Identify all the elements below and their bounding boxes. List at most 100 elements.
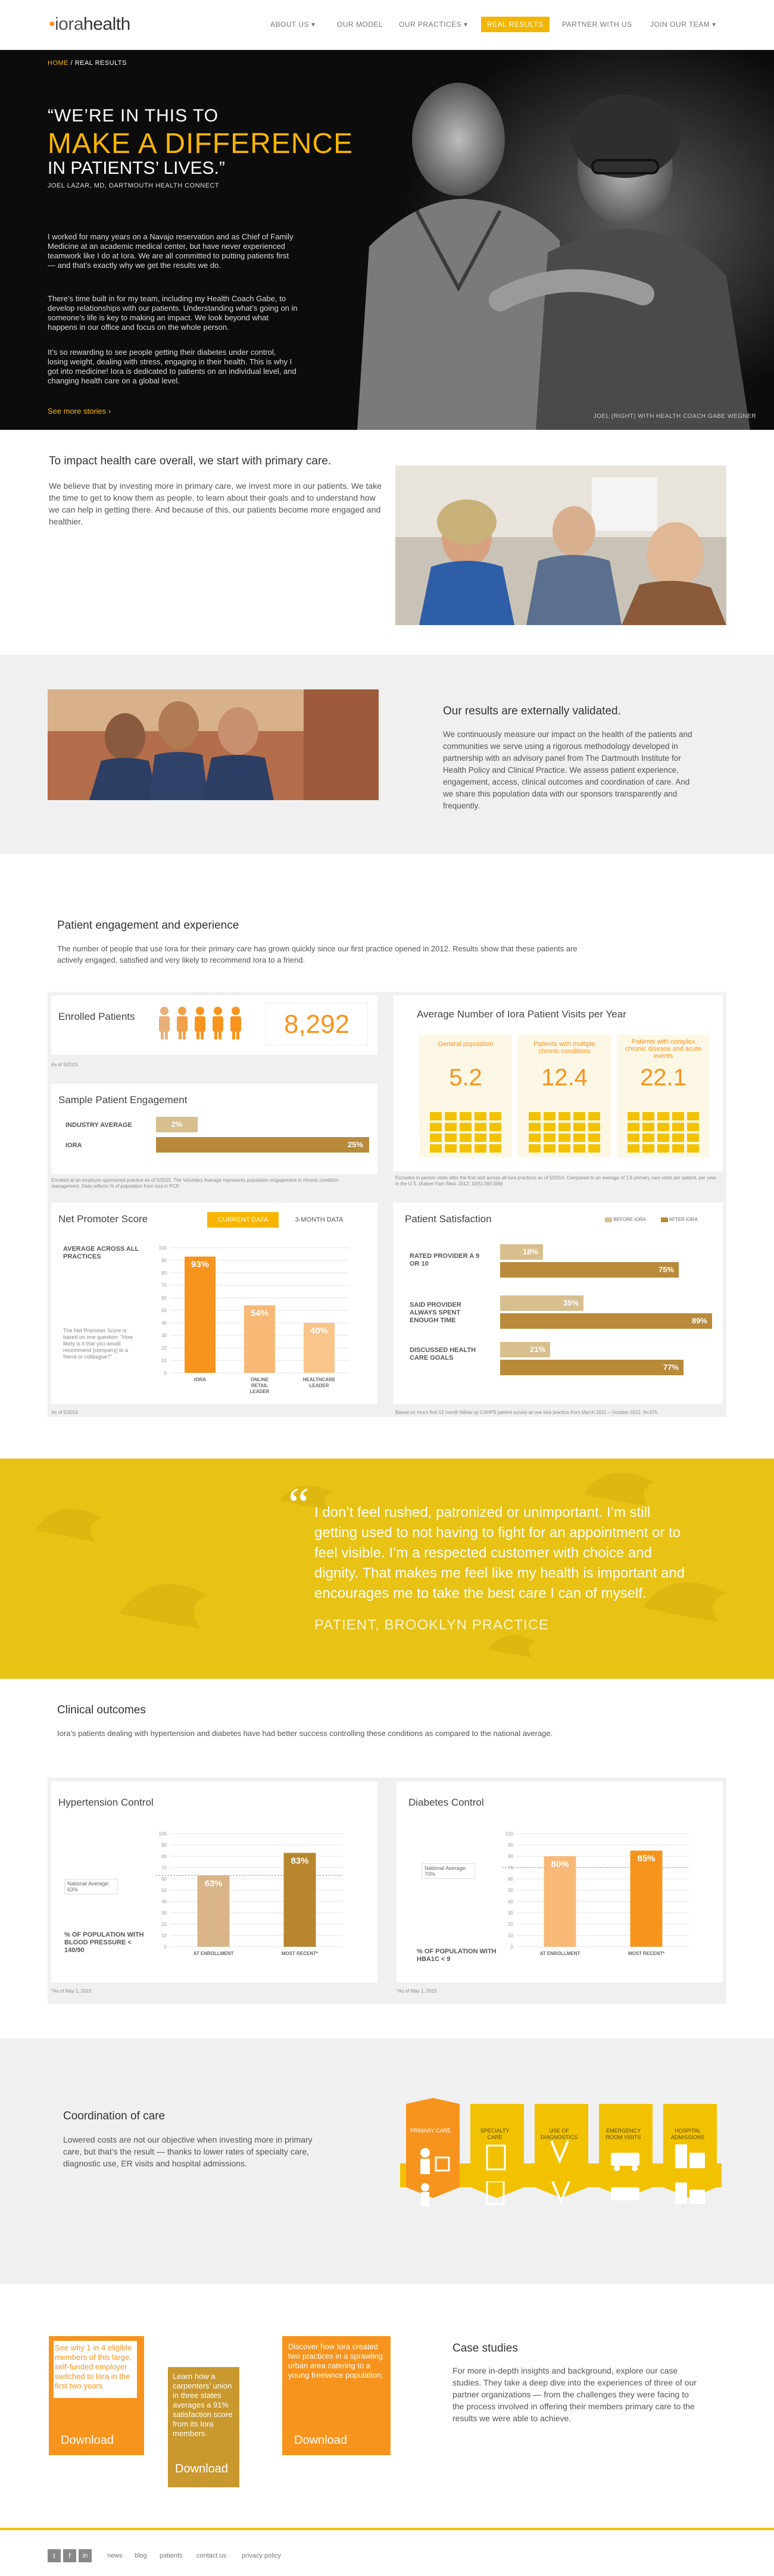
calendar-cell (558, 1134, 570, 1142)
tick-label: 80 (161, 1270, 167, 1276)
calendar-cell (657, 1144, 669, 1153)
calendar-cell (558, 1123, 570, 1131)
nps-note: As of 5/2014 (51, 1410, 78, 1415)
nps-title: Net Promoter Score (58, 1213, 148, 1225)
case-study-text: Discover how Iora created two practices … (288, 2342, 383, 2380)
hero-quote-line1: “WE’RE IN THIS TO (48, 106, 219, 126)
calendar-cell (544, 1134, 555, 1142)
nav-join-our-team[interactable]: JOIN OUR TEAM ▾ (650, 20, 716, 29)
nps-description: The Net Promoter Score is based on one q… (63, 1328, 133, 1360)
tick-label: 40 (161, 1899, 167, 1904)
iora-bar: 25% (156, 1137, 369, 1153)
tick-label: 90 (161, 1258, 167, 1263)
satisfaction-row-label: RATED PROVIDER A 9 OR 10 (410, 1253, 479, 1267)
calendar-cell (445, 1134, 457, 1142)
satisfaction-row-label: SAID PROVIDER ALWAYS SPENT ENOUGH TIME (410, 1301, 461, 1324)
facebook-icon[interactable]: f (63, 2549, 76, 2562)
hero-paragraph: I worked for many years on a Navajo rese… (48, 232, 294, 270)
footer-link-news[interactable]: news (107, 2552, 123, 2559)
legend-swatch (661, 1217, 668, 1222)
category-label: LEADER (310, 1383, 329, 1388)
category-label: AT ENROLLMENT (540, 1951, 580, 1956)
tick-label: 30 (161, 1333, 167, 1338)
hero-paragraph: There’s time built in for my team, inclu… (48, 294, 298, 332)
category-label: ONLINE (251, 1377, 269, 1382)
calendar-cell (642, 1123, 654, 1131)
footer-link-blog[interactable]: blog (135, 2552, 147, 2559)
category-label: MOST RECENT* (628, 1951, 665, 1956)
chart-bar (185, 1256, 216, 1373)
case-study-text: Learn how a carpenters’ union in three s… (173, 2372, 233, 2438)
bird-pattern (36, 1473, 726, 1657)
breadcrumb-home[interactable]: HOME (48, 60, 68, 67)
calendar-cell (628, 1112, 639, 1120)
satisfaction-title: Patient Satisfaction (405, 1213, 492, 1225)
calendar-cell (642, 1134, 654, 1142)
calendar-cell (642, 1112, 654, 1120)
linkedin-icon[interactable]: in (79, 2549, 92, 2562)
calendar-cell (460, 1112, 472, 1120)
tick-label: 90 (508, 1843, 513, 1848)
hypertension-note: *As of May 1, 2015 (51, 1988, 92, 1994)
iora-logo[interactable]: •iorahealth (49, 14, 130, 34)
twitter-icon[interactable]: t (48, 2549, 61, 2562)
engagement-intro: The number of people that use Iora for t… (57, 944, 578, 964)
chevron-down-icon: ▾ (311, 20, 316, 29)
satisfaction-row-label: DISCUSSED HEALTH CARE GOALS (410, 1347, 476, 1362)
satisfaction-note: Based on Iora's first 12 month follow up… (395, 1410, 659, 1415)
case-study-card: Discover how Iora created two practices … (282, 2336, 391, 2455)
legend-swatch (605, 1217, 612, 1222)
download-button[interactable]: Download (61, 2434, 114, 2447)
iora-label: IORA (65, 1142, 82, 1149)
data-label: 63% (204, 1878, 222, 1888)
tick-label: 70 (161, 1865, 167, 1871)
validated-title: Our results are externally validated. (443, 705, 621, 717)
legend-before: BEFORE IORA (605, 1217, 646, 1222)
visits-group-value: 5.2 (449, 1064, 482, 1091)
diabetes-note: *As of May 1, 2015 (397, 1988, 437, 1994)
tick-label: 20 (161, 1922, 167, 1927)
primary-care-title: To impact health care overall, we start … (49, 455, 332, 467)
hero-photo (0, 50, 774, 430)
footer-link-contact-us[interactable]: contact us (196, 2552, 227, 2559)
footer-link-patients[interactable]: patients (160, 2552, 183, 2559)
testimonial-section (0, 1459, 774, 1679)
download-button[interactable]: Download (168, 2453, 239, 2487)
data-label: 54% (251, 1309, 269, 1319)
download-button[interactable]: Download (294, 2434, 347, 2447)
category-label: RETAIL (251, 1383, 268, 1388)
breadcrumb-separator: / (70, 60, 73, 67)
category-label: MOST RECENT* (282, 1951, 319, 1956)
calendar-cell (657, 1112, 669, 1120)
sample-engagement-card (51, 1084, 377, 1174)
calendar-cell (573, 1134, 585, 1142)
tab-current-data[interactable]: CURRENT DATA (207, 1212, 279, 1228)
nav-our-practices[interactable]: OUR PRACTICES ▾ (399, 20, 468, 29)
nav-our-model[interactable]: OUR MODEL (337, 20, 383, 29)
industry-average-label: INDUSTRY AVERAGE (65, 1122, 132, 1129)
tab-3-month-data[interactable]: 3-MONTH DATA (295, 1216, 344, 1223)
data-label: 93% (191, 1260, 209, 1270)
industry-average-bar: 2% (156, 1117, 198, 1132)
tick-label: 30 (161, 1910, 167, 1916)
calendar-cell (460, 1134, 472, 1142)
breadcrumb: HOME / REAL RESULTS (48, 60, 127, 67)
calendar-cell (430, 1144, 442, 1153)
calendar-cell (687, 1123, 699, 1131)
footer-link-privacy-policy[interactable]: privacy policy (242, 2552, 282, 2559)
calendar-cell (489, 1144, 501, 1153)
visits-group: General population 5.2 (418, 1033, 513, 1159)
calendar-cell (430, 1134, 442, 1142)
nav-about-us[interactable]: ABOUT US ▾ (270, 20, 316, 29)
clinical-intro: Iora’s patients dealing with hypertensio… (57, 1729, 553, 1738)
see-more-stories-link[interactable]: See more stories › (48, 407, 111, 416)
tick-label: 60 (161, 1295, 167, 1301)
nav-partner-with-us[interactable]: PARTNER WITH US (562, 20, 632, 29)
nps-average-label: AVERAGE ACROSS ALL PRACTICES (63, 1245, 139, 1260)
visits-group-value: 22.1 (640, 1064, 686, 1091)
nav-real-results[interactable]: REAL RESULTS (481, 17, 550, 32)
download-button-label: Download (175, 2462, 228, 2475)
hero-quote-line3: IN PATIENTS’ LIVES.” (48, 158, 225, 178)
visits-group: Patients with complex chronic disease an… (616, 1033, 711, 1159)
coordination-icons (421, 2181, 705, 2206)
